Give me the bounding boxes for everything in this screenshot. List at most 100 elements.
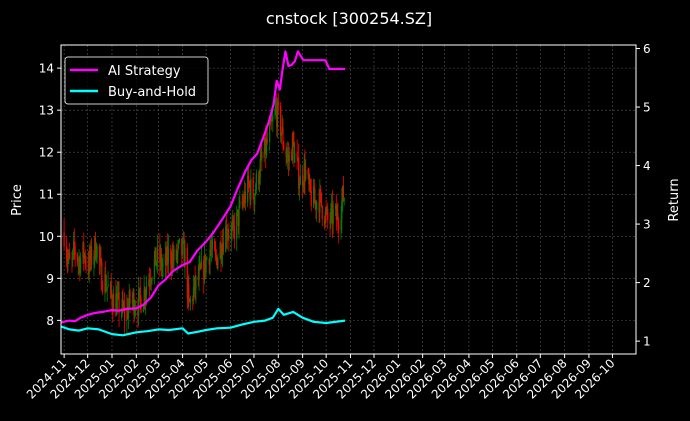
candle-body — [342, 186, 344, 201]
candle-body — [288, 152, 290, 162]
candle-body — [195, 276, 197, 291]
candle-body — [112, 293, 115, 312]
candle-body — [265, 139, 268, 155]
candles — [63, 93, 345, 335]
candle-body — [228, 235, 230, 239]
candle-body — [342, 186, 345, 202]
candle-body — [254, 189, 257, 195]
candle-body — [96, 245, 98, 258]
candle-body — [162, 263, 164, 267]
candle-body — [327, 208, 329, 221]
candle-body — [308, 174, 310, 185]
candle-body — [298, 158, 300, 189]
candle-body — [323, 218, 326, 225]
y-tick-label-left: 13 — [39, 104, 54, 118]
candle-body — [98, 245, 101, 262]
candle-body — [189, 298, 192, 303]
candle-body — [149, 282, 152, 283]
candle-body — [188, 284, 190, 300]
candle-body — [105, 288, 108, 291]
candle-body — [171, 264, 173, 269]
candle-body — [99, 257, 101, 262]
candle-body — [236, 209, 239, 213]
candle-body — [186, 248, 188, 299]
candle-body — [337, 213, 339, 226]
candle-body — [237, 209, 239, 227]
legend: AI Strategy Buy-and-Hold — [64, 56, 209, 105]
candle-body — [272, 116, 274, 120]
legend-box — [64, 56, 209, 105]
candle-body — [90, 246, 93, 265]
legend-label-ai-strategy: AI Strategy — [108, 64, 181, 79]
candle-body — [253, 197, 255, 205]
candle-body — [126, 307, 128, 321]
candle-body — [294, 152, 296, 163]
candle-body — [219, 242, 221, 259]
grid — [61, 45, 636, 354]
y-tick-label-left: 8 — [46, 314, 54, 328]
chart-title: cnstock [300254.SZ] — [266, 9, 432, 28]
y-tick-label-left: 11 — [39, 188, 54, 202]
candle-body — [292, 133, 294, 144]
candle-body — [320, 192, 323, 206]
candle-body — [156, 246, 159, 263]
candle-body — [63, 232, 65, 247]
candle-body — [280, 105, 282, 136]
candle-body — [281, 127, 283, 134]
candle-body — [304, 163, 306, 180]
candle-body — [115, 293, 117, 316]
candle-body — [343, 198, 345, 202]
candle-body — [280, 133, 283, 136]
series-line-buy-and-hold — [60, 307, 346, 337]
candle-body — [90, 246, 92, 262]
candle-body — [291, 133, 294, 161]
plot-frame — [60, 44, 637, 355]
candle-body — [319, 189, 321, 213]
candle-body — [211, 240, 213, 250]
candle-body — [232, 220, 235, 226]
candle-body — [275, 106, 277, 108]
candle-body — [193, 277, 195, 288]
candle-body — [156, 262, 158, 267]
candle-body — [215, 254, 217, 258]
candle-body — [248, 182, 250, 185]
candle-body — [88, 252, 90, 274]
candle-body — [325, 210, 327, 212]
candle-body — [77, 261, 79, 263]
candle-body — [287, 154, 290, 162]
candle-body — [313, 186, 315, 204]
candle-body — [178, 238, 181, 242]
candle-body — [181, 238, 183, 255]
candle-body — [307, 169, 309, 175]
candle-body — [208, 259, 210, 265]
candle-body — [285, 149, 287, 157]
candle-body — [266, 139, 268, 143]
candle-body — [282, 127, 284, 146]
candle-body — [341, 200, 343, 220]
candle-body — [79, 259, 81, 274]
y-tick-label-right: 2 — [643, 276, 651, 290]
candle-body — [305, 169, 307, 180]
candle-body — [151, 277, 153, 282]
candle-body — [259, 159, 261, 178]
candle-body — [277, 101, 279, 106]
candle-body — [203, 259, 205, 280]
candle-body — [338, 225, 340, 230]
y-tick-label-right: 6 — [643, 42, 651, 56]
candle-body — [82, 242, 84, 259]
candle-body — [291, 152, 293, 161]
candle-body — [172, 253, 174, 261]
candle-body — [127, 307, 129, 318]
candle-body — [116, 298, 118, 316]
candle-body — [236, 212, 238, 239]
candle-body — [95, 257, 97, 260]
candle-body — [176, 253, 178, 260]
candle-body — [231, 226, 233, 230]
y-tick-label-right: 4 — [643, 159, 651, 173]
y-tick-label-right: 5 — [643, 101, 651, 115]
candle-body — [335, 205, 337, 220]
candle-body — [194, 277, 196, 291]
candle-body — [249, 184, 251, 200]
candle-body — [276, 101, 279, 128]
candle-body — [320, 189, 322, 193]
